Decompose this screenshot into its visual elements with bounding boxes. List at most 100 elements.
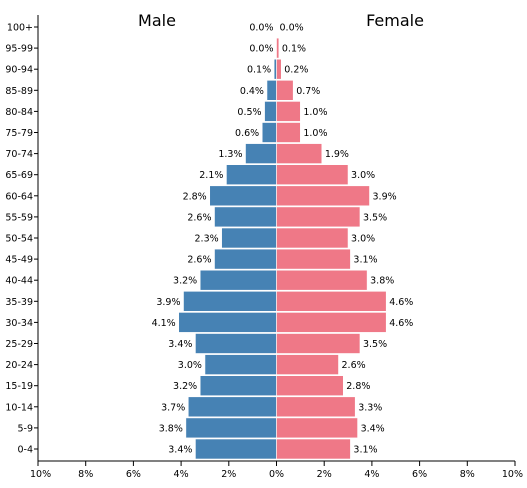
age-label-5-9: 5-9 (17, 423, 33, 434)
female-pct-label-65-69: 3.0% (351, 170, 375, 181)
female-pct-label-85-89: 0.7% (296, 86, 320, 97)
male-bar-80-84 (264, 101, 277, 122)
x-tick-label: 6% (126, 469, 141, 480)
female-pct-label-55-59: 3.5% (363, 212, 387, 223)
x-tick-label: 4% (364, 469, 379, 480)
female-pct-label-10-14: 3.3% (358, 402, 382, 413)
male-bar-45-49 (214, 248, 277, 270)
x-tick-label: 6% (412, 469, 427, 480)
female-bar-95-99 (276, 37, 280, 59)
age-label-75-79: 75-79 (5, 128, 33, 139)
male-pct-label-10-14: 3.7% (161, 402, 185, 413)
female-bar-60-64 (276, 185, 370, 207)
x-tick-label: 4% (174, 469, 189, 480)
male-pct-label-20-24: 3.0% (178, 360, 202, 371)
female-bar-90-94 (276, 58, 282, 80)
female-bar-35-39 (276, 290, 387, 312)
female-bar-75-79 (276, 122, 301, 143)
female-bar-80-84 (276, 101, 301, 122)
age-label-35-39: 35-39 (5, 297, 33, 308)
male-pct-label-45-49: 2.6% (187, 255, 211, 266)
age-label-90-94: 90-94 (5, 65, 33, 76)
male-pct-label-50-54: 2.3% (195, 234, 219, 245)
male-bar-75-79 (261, 122, 277, 143)
male-bar-0-4 (195, 438, 277, 460)
x-tick-label: 2% (221, 469, 236, 480)
male-pct-label-40-44: 3.2% (173, 276, 197, 287)
female-pct-label-50-54: 3.0% (351, 234, 375, 245)
age-label-30-34: 30-34 (5, 318, 33, 329)
age-label-95-99: 95-99 (5, 44, 33, 55)
male-bar-20-24 (204, 354, 277, 375)
age-label-45-49: 45-49 (5, 255, 33, 266)
male-pct-label-100plus: 0.0% (249, 23, 273, 34)
male-bar-65-69 (226, 164, 277, 185)
female-pct-label-60-64: 3.9% (373, 191, 397, 202)
age-label-10-14: 10-14 (5, 402, 33, 413)
male-title: Male (138, 11, 176, 30)
male-bars (178, 58, 277, 460)
x-axis: 10% 8% 6% 4% 2% 0% 2% 4% 6% 8% 10% (30, 460, 523, 480)
percentage-labels: 0.0% 0.0% 0.0% 0.1% 0.1% 0.2% 0.4% 0.7% 0.5% 1.0%… (152, 23, 414, 456)
female-pct-label-5-9: 3.4% (361, 423, 385, 434)
female-bar-70-74 (276, 143, 323, 164)
female-bar-15-19 (276, 375, 344, 397)
age-label-40-44: 40-44 (5, 276, 33, 287)
male-bar-15-19 (199, 375, 277, 397)
female-pct-label-40-44: 3.8% (370, 276, 394, 287)
x-tick-label: 8% (78, 469, 93, 480)
female-bar-30-34 (276, 312, 387, 333)
male-bar-60-64 (209, 185, 277, 207)
female-pct-label-95-99: 0.1% (282, 44, 306, 55)
male-pct-label-0-4: 3.4% (168, 445, 192, 456)
female-bar-65-69 (276, 164, 349, 185)
female-pct-label-20-24: 2.6% (342, 360, 366, 371)
female-pct-label-70-74: 1.9% (325, 149, 349, 160)
female-pct-label-30-34: 4.6% (389, 318, 413, 329)
male-bar-90-94 (273, 58, 277, 80)
age-label-15-19: 15-19 (5, 381, 33, 392)
male-pct-label-95-99: 0.0% (249, 44, 273, 55)
male-pct-label-90-94: 0.1% (247, 65, 271, 76)
male-bar-55-59 (214, 206, 277, 228)
x-tick-label: 8% (460, 469, 475, 480)
female-bar-20-24 (276, 354, 339, 375)
age-label-100plus: 100+ (7, 23, 33, 34)
male-pct-label-30-34: 4.1% (152, 318, 176, 329)
female-bar-45-49 (276, 248, 351, 270)
female-bar-40-44 (276, 269, 368, 291)
x-tick-label: 10% (30, 469, 51, 480)
female-title: Female (366, 11, 424, 30)
age-label-70-74: 70-74 (5, 149, 33, 160)
female-pct-label-100plus: 0.0% (280, 23, 304, 34)
female-pct-label-0-4: 3.1% (353, 445, 377, 456)
male-pct-label-15-19: 3.2% (173, 381, 197, 392)
x-tick-label: 0% (269, 469, 284, 480)
age-label-0-4: 0-4 (17, 445, 33, 456)
male-bar-10-14 (187, 396, 277, 418)
male-pct-label-55-59: 2.6% (187, 212, 211, 223)
female-pct-label-35-39: 4.6% (389, 297, 413, 308)
male-pct-label-25-29: 3.4% (168, 339, 192, 350)
age-label-25-29: 25-29 (5, 339, 33, 350)
female-bar-0-4 (276, 438, 351, 460)
male-pct-label-75-79: 0.6% (235, 128, 259, 139)
x-tick-label: 10% (502, 469, 523, 480)
female-pct-label-25-29: 3.5% (363, 339, 387, 350)
age-label-60-64: 60-64 (5, 191, 33, 202)
age-label-55-59: 55-59 (5, 212, 33, 223)
male-bar-5-9 (185, 417, 277, 439)
age-label-50-54: 50-54 (5, 234, 33, 245)
female-bar-25-29 (276, 333, 361, 354)
male-bar-40-44 (199, 269, 277, 291)
age-label-65-69: 65-69 (5, 170, 33, 181)
age-label-80-84: 80-84 (5, 107, 33, 118)
female-pct-label-75-79: 1.0% (303, 128, 327, 139)
male-pct-label-35-39: 3.9% (156, 297, 180, 308)
female-pct-label-90-94: 0.2% (284, 65, 308, 76)
female-pct-label-15-19: 2.8% (346, 381, 370, 392)
female-bar-10-14 (276, 396, 356, 418)
male-pct-label-65-69: 2.1% (199, 170, 223, 181)
female-pct-label-45-49: 3.1% (353, 255, 377, 266)
